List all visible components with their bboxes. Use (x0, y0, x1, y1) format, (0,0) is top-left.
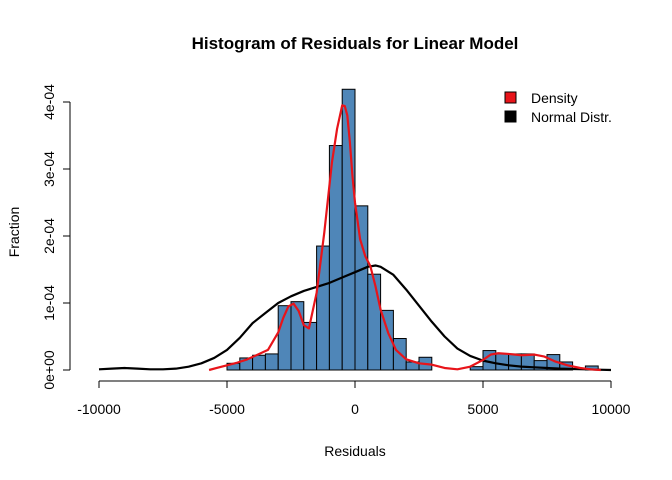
normal-distribution-curve (98, 264, 612, 372)
legend-label-normal: Normal Distr. (531, 109, 612, 125)
x-tick-label: -10000 (77, 401, 121, 417)
legend: Density Normal Distr. (504, 90, 612, 125)
density-curve (208, 104, 601, 372)
x-axis-label: Residuals (324, 443, 385, 459)
histogram-bar (252, 354, 266, 371)
legend-swatch-density (504, 91, 517, 104)
x-tick-label: 5000 (467, 401, 498, 417)
legend-label-density: Density (531, 90, 578, 106)
histogram-bar (264, 353, 279, 371)
histogram-bar (328, 145, 343, 371)
legend-swatch-normal (504, 110, 517, 123)
y-tick-label: 0e+00 (41, 350, 57, 390)
histogram-bar (495, 353, 510, 371)
histogram-bar (508, 353, 522, 371)
y-tick-label: 4e-04 (41, 84, 57, 120)
x-tick-label: 10000 (592, 401, 631, 417)
x-tick-label: 0 (351, 401, 359, 417)
histogram-bar (290, 301, 305, 371)
y-tick-label: 2e-04 (41, 218, 57, 254)
x-tick-label: -5000 (209, 401, 245, 417)
histogram-bar (303, 321, 318, 371)
y-axis: 0e+00 1e-04 2e-04 3e-04 4e-04 (41, 84, 71, 390)
y-axis-label: Fraction (6, 207, 22, 258)
y-tick-label: 3e-04 (41, 151, 57, 187)
chart-title: Histogram of Residuals for Linear Model (192, 34, 519, 53)
density-curves (98, 104, 612, 372)
histogram-bar (316, 245, 330, 371)
x-axis: -10000 -5000 0 5000 10000 (77, 380, 631, 417)
histogram-bar (354, 205, 369, 371)
histogram-bar (367, 273, 382, 371)
histogram-bars (226, 88, 599, 371)
histogram-bar (469, 366, 484, 371)
y-tick-label: 1e-04 (41, 285, 57, 321)
